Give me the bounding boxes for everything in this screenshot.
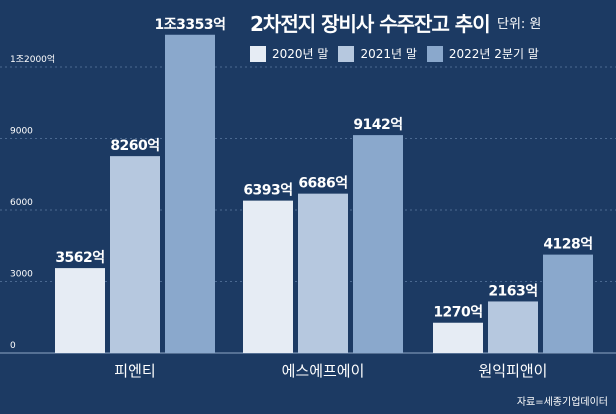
chart-title: 2차전지 장비사 수주잔고 추이: [250, 12, 491, 36]
bar: [353, 135, 403, 353]
bar: [298, 193, 348, 353]
legend-swatch-2020: [250, 45, 266, 62]
data-label: 6393억: [243, 183, 292, 199]
data-label: 1조3353억: [155, 17, 226, 33]
x-tick-label: 원익피앤이: [478, 362, 547, 380]
y-tick-label: 9000: [10, 127, 33, 137]
bars: [55, 34, 593, 353]
x-tick-label: 에스에프에이: [282, 362, 365, 380]
bar: [433, 322, 483, 353]
bar: [243, 200, 293, 353]
legend: 2020년 말 2021년 말 2022년 2분기 말: [250, 45, 539, 62]
data-label: 6686억: [298, 176, 347, 192]
legend-label-2021: 2021년 말: [360, 47, 417, 61]
legend-label-2020: 2020년 말: [272, 47, 329, 61]
data-label: 4128억: [543, 237, 592, 253]
data-label: 1270억: [433, 305, 482, 321]
bar: [165, 34, 215, 353]
data-label: 9142억: [353, 117, 402, 133]
y-tick-label: 1조2000억: [10, 53, 55, 65]
legend-item-2021: 2021년 말: [338, 45, 417, 62]
data-label: 8260억: [110, 138, 159, 154]
legend-swatch-2022q2: [426, 45, 443, 62]
x-tick-label: 피엔티: [114, 362, 155, 380]
bar: [55, 268, 105, 353]
y-tick-label: 6000: [10, 198, 33, 208]
data-label: 2163억: [488, 283, 537, 299]
unit-label: 단위: 원: [497, 17, 542, 32]
data-label: 3562억: [55, 250, 104, 266]
legend-swatch-2021: [338, 45, 355, 62]
legend-item-2022q2: 2022년 2분기 말: [426, 45, 539, 62]
y-axis: 0 3000 6000 9000 1조2000억: [10, 53, 55, 351]
source-note: 자료=세종기업데이터: [516, 397, 608, 408]
bar: [543, 254, 593, 353]
x-axis: 피엔티 에스에프에이 원익피앤이: [114, 362, 547, 380]
y-tick-label: 3000: [10, 270, 33, 280]
data-labels: 3562억 8260억 1조3353억 6393억 6686억 9142억 1270억 216…: [55, 17, 593, 321]
bar: [488, 301, 538, 353]
bar: [110, 156, 160, 353]
y-tick-label: 0: [10, 341, 16, 351]
legend-label-2022q2: 2022년 2분기 말: [448, 47, 539, 61]
legend-item-2020: 2020년 말: [250, 45, 328, 62]
